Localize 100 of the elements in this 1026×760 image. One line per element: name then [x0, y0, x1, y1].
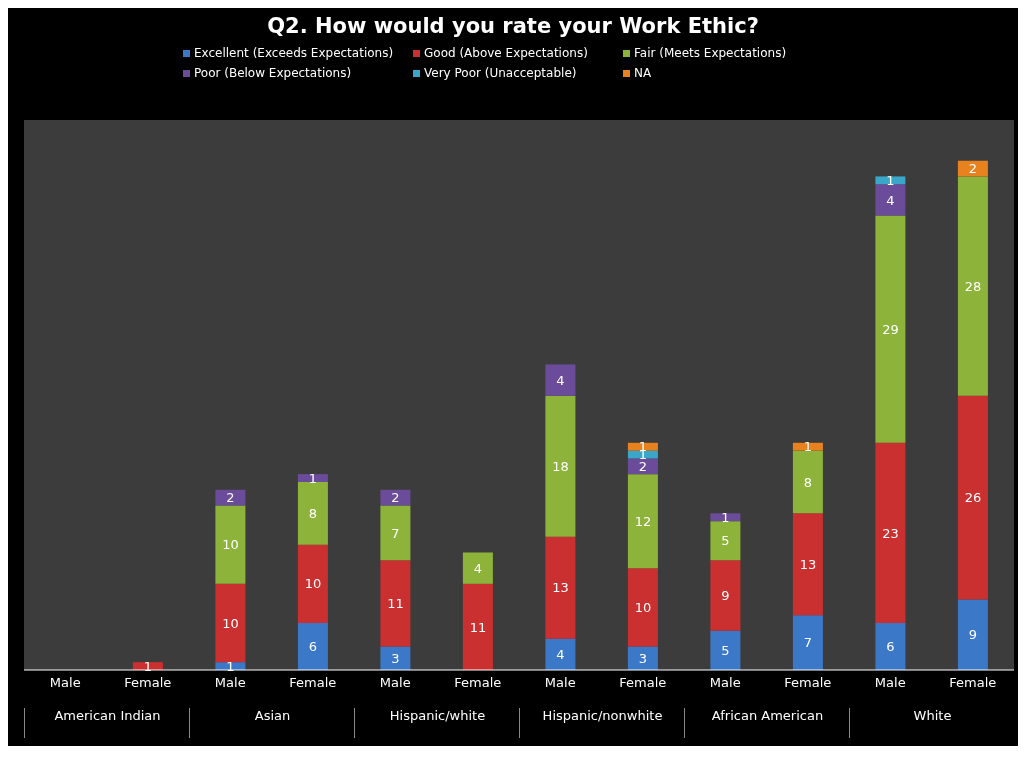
legend-label: Very Poor (Unacceptable)	[424, 66, 577, 80]
data-label: 10	[222, 615, 239, 631]
bar	[957, 176, 988, 396]
data-label: 1	[721, 509, 730, 525]
data-label: 13	[799, 556, 817, 572]
text: Hispanic/nonwhite	[519, 708, 685, 738]
bar	[792, 513, 823, 616]
data-label: 18	[552, 458, 569, 474]
data-label: 7	[803, 635, 813, 651]
text: Asian	[189, 708, 355, 738]
data-label: 26	[964, 490, 982, 506]
data-label: 8	[308, 505, 318, 521]
bar	[380, 560, 411, 647]
data-label: 2	[968, 161, 978, 177]
bar	[957, 599, 988, 670]
data-label: 9	[968, 627, 978, 643]
bar	[545, 395, 576, 537]
data-label: 5	[721, 533, 730, 549]
bar	[710, 521, 741, 561]
bar	[545, 638, 576, 670]
legend-label: NA	[634, 66, 652, 80]
x-tick-label: Female	[784, 675, 832, 691]
bar	[627, 646, 658, 670]
bar	[875, 176, 906, 185]
x-tick-label: Male	[709, 675, 741, 691]
bar	[710, 630, 741, 670]
data-label: 29	[882, 321, 899, 337]
data-label: 11	[387, 596, 404, 612]
x-tick-label: Male	[874, 675, 906, 691]
bar	[875, 184, 906, 216]
bar	[957, 395, 988, 600]
x-tick-label: Female	[949, 675, 997, 691]
data-label: 9	[721, 588, 730, 604]
data-label: 12	[634, 513, 652, 529]
text: Hispanic/white	[354, 708, 520, 738]
bar	[297, 622, 328, 670]
x-tick-label: Female	[454, 675, 502, 691]
x-tick-label: Female	[619, 675, 667, 691]
bar	[627, 458, 658, 475]
legend-label: Poor (Below Expectations)	[194, 66, 352, 80]
bar	[462, 583, 493, 670]
chart-title: Q2. How would you rate your Work Ethic?	[266, 14, 760, 38]
data-label: 1	[308, 470, 318, 486]
data-label: 1	[886, 172, 895, 188]
data-label: 13	[552, 580, 569, 596]
data-label: 11	[469, 619, 487, 635]
data-label: 1	[143, 658, 153, 674]
data-label: 4	[886, 192, 895, 208]
bar	[215, 505, 246, 584]
data-label: 10	[304, 576, 322, 592]
x-tick-label: Male	[544, 675, 576, 691]
bar	[792, 450, 823, 514]
bar	[545, 536, 576, 639]
data-label: 7	[391, 525, 400, 541]
data-label: 4	[556, 372, 565, 388]
legend-label: Good (Above Expectations)	[424, 46, 588, 60]
bar	[462, 552, 493, 584]
bar	[297, 474, 328, 482]
x-tick-label: Male	[379, 675, 411, 691]
legend-label: Excellent (Exceeds Expectations)	[194, 46, 394, 60]
legend-label: Fair (Meets Expectations)	[634, 46, 787, 60]
data-label: 5	[721, 643, 730, 659]
bar	[875, 442, 906, 623]
bar	[875, 215, 906, 443]
data-label: 1	[226, 658, 235, 674]
data-label: 8	[803, 474, 813, 490]
x-tick-label: Female	[289, 675, 337, 691]
bar	[297, 481, 328, 545]
x-tick-label: Female	[124, 675, 172, 691]
data-label: 1	[803, 439, 813, 455]
bar	[627, 442, 658, 451]
bar	[545, 364, 576, 396]
text: White	[849, 708, 1015, 738]
text: American Indian	[24, 708, 190, 738]
data-label: 6	[886, 639, 895, 655]
x-tick-label: Male	[49, 675, 81, 691]
bar	[710, 560, 741, 631]
bar	[380, 505, 411, 561]
data-label: 28	[964, 278, 982, 294]
bar	[215, 583, 246, 663]
bar	[875, 622, 906, 670]
data-label: 6	[308, 639, 318, 655]
data-label: 10	[634, 599, 652, 615]
data-label: 3	[638, 650, 648, 666]
bar	[792, 615, 823, 670]
data-label: 10	[222, 537, 239, 553]
data-label: 2	[638, 458, 648, 474]
data-label: 4	[556, 646, 565, 662]
x-tick-label: Male	[214, 675, 246, 691]
bar	[710, 513, 741, 522]
bar	[627, 474, 658, 569]
bar	[627, 568, 658, 647]
data-label: 4	[473, 560, 483, 576]
text: African American	[684, 708, 850, 738]
data-label: 3	[391, 650, 400, 666]
bar	[380, 646, 411, 670]
data-label: 2	[226, 490, 235, 506]
data-label: 23	[882, 525, 899, 541]
bar	[792, 442, 823, 451]
bar	[297, 544, 328, 623]
